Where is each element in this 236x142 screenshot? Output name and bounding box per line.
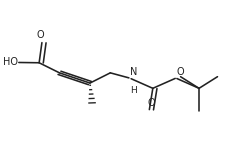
Text: H: H	[131, 86, 137, 95]
Text: HO: HO	[3, 58, 18, 67]
Text: O: O	[148, 98, 155, 108]
Text: N: N	[131, 67, 138, 77]
Text: O: O	[177, 67, 184, 77]
Text: O: O	[37, 30, 45, 40]
